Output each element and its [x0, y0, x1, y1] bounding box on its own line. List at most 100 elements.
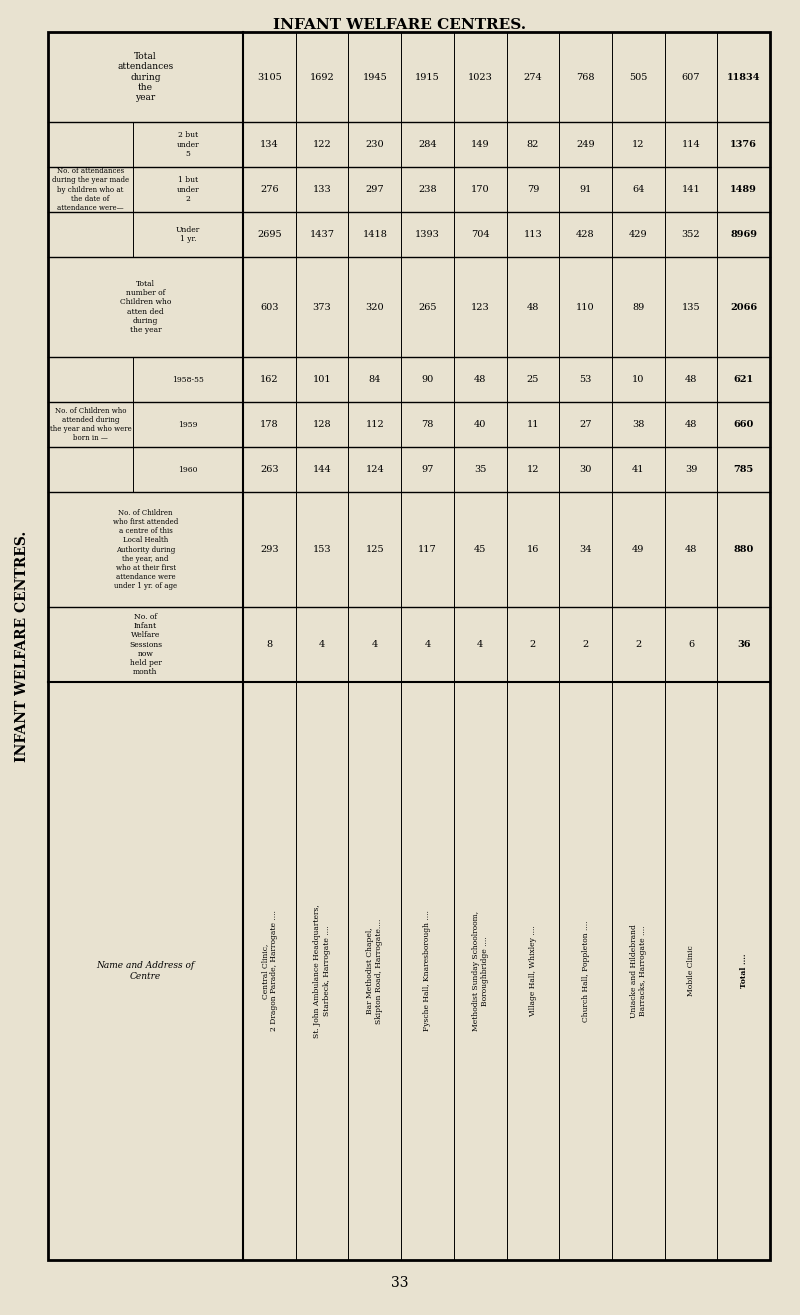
Text: 2066: 2066: [730, 302, 758, 312]
Text: 123: 123: [470, 302, 490, 312]
Text: 6: 6: [688, 640, 694, 650]
Text: 12: 12: [632, 139, 645, 149]
Text: 27: 27: [579, 419, 592, 429]
Text: 4: 4: [319, 640, 325, 650]
Text: No. of Children
who first attended
a centre of this
Local Health
Authority durin: No. of Children who first attended a cen…: [113, 509, 178, 590]
Text: 4: 4: [424, 640, 430, 650]
Text: 153: 153: [313, 544, 331, 554]
Text: No. of
Infant
Welfare
Sessions
now
held per
month: No. of Infant Welfare Sessions now held …: [129, 613, 162, 676]
Text: 1376: 1376: [730, 139, 757, 149]
Text: 265: 265: [418, 302, 437, 312]
Text: 3105: 3105: [257, 72, 282, 82]
Text: 660: 660: [734, 419, 754, 429]
Text: 33: 33: [391, 1276, 409, 1290]
Text: 768: 768: [576, 72, 595, 82]
Text: 352: 352: [682, 230, 700, 239]
Text: Uniacke and Hildebrand
Barracks, Harrogate ....: Uniacke and Hildebrand Barracks, Harroga…: [630, 924, 647, 1018]
Text: 1915: 1915: [415, 72, 440, 82]
Text: 124: 124: [366, 466, 384, 473]
Text: 40: 40: [474, 419, 486, 429]
Text: 125: 125: [366, 544, 384, 554]
Text: 12: 12: [526, 466, 539, 473]
Text: Bar Methodist Chapel,
Skipton Road, Harrogate....: Bar Methodist Chapel, Skipton Road, Harr…: [366, 918, 383, 1023]
Text: 30: 30: [579, 466, 592, 473]
Text: 84: 84: [369, 375, 381, 384]
Text: 1945: 1945: [362, 72, 387, 82]
Text: 149: 149: [471, 139, 490, 149]
Text: Total
number of
Children who
atten ded
during
the year: Total number of Children who atten ded d…: [120, 280, 171, 334]
Text: 39: 39: [685, 466, 697, 473]
Text: Fysche Hall, Knaresborough ....: Fysche Hall, Knaresborough ....: [423, 910, 431, 1031]
Text: 97: 97: [422, 466, 434, 473]
Text: Church Hall, Poppleton ....: Church Hall, Poppleton ....: [582, 920, 590, 1022]
Text: 16: 16: [526, 544, 539, 554]
Text: 34: 34: [579, 544, 592, 554]
Text: 128: 128: [313, 419, 331, 429]
Text: 429: 429: [629, 230, 647, 239]
Text: 144: 144: [313, 466, 331, 473]
Text: 91: 91: [579, 185, 592, 195]
Text: St. John Ambulance Headquarters,
Starbeck, Harrogate ....: St. John Ambulance Headquarters, Starbec…: [314, 905, 330, 1038]
Text: 48: 48: [474, 375, 486, 384]
Text: Total
attendances
during
the
year: Total attendances during the year: [118, 51, 174, 103]
Text: 122: 122: [313, 139, 331, 149]
Text: 2: 2: [530, 640, 536, 650]
Text: INFANT WELFARE CENTRES.: INFANT WELFARE CENTRES.: [274, 18, 526, 32]
Text: 101: 101: [313, 375, 331, 384]
Text: 89: 89: [632, 302, 644, 312]
Text: Village Hall, Whixley ....: Village Hall, Whixley ....: [529, 926, 537, 1016]
Text: 249: 249: [576, 139, 595, 149]
Text: 607: 607: [682, 72, 700, 82]
Text: 1489: 1489: [730, 185, 757, 195]
Text: 263: 263: [260, 466, 278, 473]
Text: 1 but
under
2: 1 but under 2: [177, 176, 199, 203]
Text: 35: 35: [474, 466, 486, 473]
Text: 320: 320: [366, 302, 384, 312]
Text: 230: 230: [366, 139, 384, 149]
Text: 64: 64: [632, 185, 645, 195]
Text: 48: 48: [685, 544, 697, 554]
Text: 114: 114: [682, 139, 700, 149]
Text: 428: 428: [576, 230, 595, 239]
Text: 2: 2: [582, 640, 589, 650]
Text: 48: 48: [685, 375, 697, 384]
Text: 41: 41: [632, 466, 645, 473]
Text: 110: 110: [576, 302, 595, 312]
Text: No. of Children who
attended during
the year and who were
born in —: No. of Children who attended during the …: [50, 406, 131, 442]
Text: 11: 11: [526, 419, 539, 429]
Text: 38: 38: [632, 419, 645, 429]
Text: 4: 4: [477, 640, 483, 650]
Text: Under
1 yr.: Under 1 yr.: [176, 226, 200, 243]
Text: 284: 284: [418, 139, 437, 149]
Text: Mobile Clinic: Mobile Clinic: [687, 945, 695, 997]
Text: 117: 117: [418, 544, 437, 554]
Text: 373: 373: [313, 302, 331, 312]
Text: 1437: 1437: [310, 230, 334, 239]
Text: 112: 112: [366, 419, 384, 429]
Text: 2 but
under
5: 2 but under 5: [177, 132, 199, 158]
Text: 1023: 1023: [468, 72, 493, 82]
Text: 162: 162: [260, 375, 278, 384]
Text: 90: 90: [422, 375, 434, 384]
Text: 1960: 1960: [178, 466, 198, 473]
Text: 785: 785: [734, 466, 754, 473]
Text: 293: 293: [260, 544, 278, 554]
Text: No. of attendances
during the year made
by children who at
the date of
attendanc: No. of attendances during the year made …: [52, 167, 129, 212]
Text: Central Clinic,
2 Dragon Parade, Harrogate ....: Central Clinic, 2 Dragon Parade, Harroga…: [261, 910, 278, 1031]
Text: INFANT WELFARE CENTRES.: INFANT WELFARE CENTRES.: [15, 530, 29, 761]
Text: 133: 133: [313, 185, 331, 195]
Text: 4: 4: [372, 640, 378, 650]
Text: 1393: 1393: [415, 230, 440, 239]
Text: 48: 48: [526, 302, 539, 312]
Text: 297: 297: [366, 185, 384, 195]
Text: 135: 135: [682, 302, 700, 312]
Text: 36: 36: [737, 640, 750, 650]
Text: 170: 170: [471, 185, 490, 195]
Text: Name and Address of
Centre: Name and Address of Centre: [96, 961, 194, 981]
Text: 2: 2: [635, 640, 642, 650]
Text: Total ....: Total ....: [740, 953, 748, 989]
Text: 11834: 11834: [727, 72, 760, 82]
Text: 8: 8: [266, 640, 273, 650]
Text: 1418: 1418: [362, 230, 387, 239]
Text: 2695: 2695: [257, 230, 282, 239]
